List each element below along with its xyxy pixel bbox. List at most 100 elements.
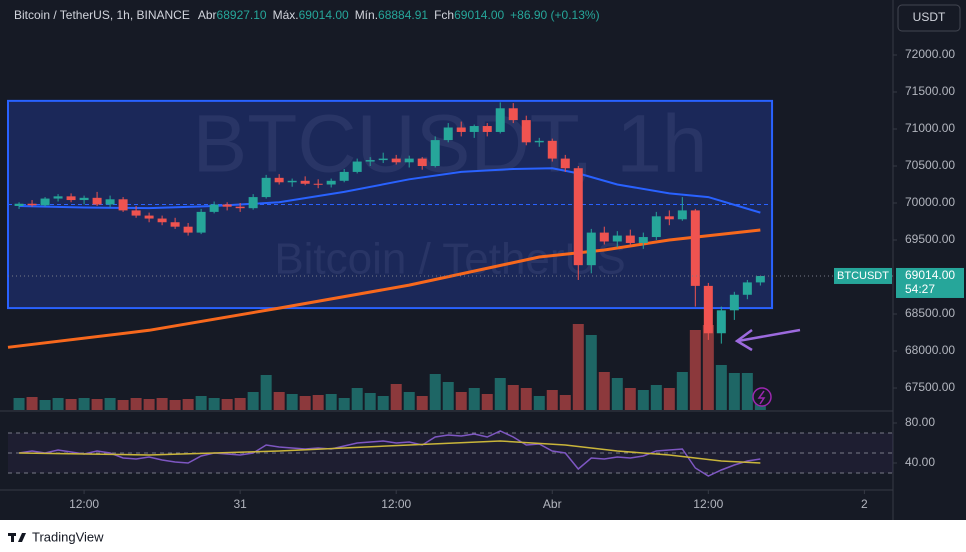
volume-bar	[533, 396, 545, 410]
y-tick-label: 69500.00	[905, 232, 955, 246]
volume-bar	[611, 378, 623, 410]
candle-body	[118, 199, 128, 211]
volume-bar	[78, 398, 90, 410]
y-tick-label: 71000.00	[905, 121, 955, 135]
volume-bar	[429, 374, 441, 410]
candle-body	[677, 210, 687, 220]
plot-layer: BTCUSDT, 1hBitcoin / TetherUS72000.00715…	[7, 47, 964, 511]
x-tick-label: 2	[861, 497, 868, 511]
candle-body	[729, 294, 739, 311]
brand-name: TradingView	[32, 529, 104, 544]
countdown: 54:27	[905, 282, 935, 296]
candle-body	[144, 215, 154, 219]
volume-bar	[728, 373, 740, 410]
volume-bar	[442, 382, 454, 410]
rsi-line	[18, 430, 761, 477]
volume-bar	[689, 330, 701, 410]
candle-body	[391, 158, 401, 163]
price-tag	[896, 267, 964, 298]
y-tick-label: 67500.00	[905, 380, 955, 394]
candle-body	[79, 197, 89, 201]
volume-bar	[299, 396, 311, 410]
volume-bar	[325, 394, 337, 410]
candle-body	[248, 197, 258, 209]
volume-bar	[52, 398, 64, 410]
legend-name: Máx.	[273, 8, 299, 22]
candle-body	[651, 216, 661, 238]
event-icon[interactable]	[752, 387, 772, 407]
y-tick-label: 71500.00	[905, 84, 955, 98]
legend-value: 68927.10	[217, 8, 267, 22]
symbol-tag-label: BTCUSDT	[837, 270, 889, 282]
volume-bar	[156, 398, 168, 410]
price-tag-label: 69014.00	[905, 268, 955, 282]
volume-bar	[455, 392, 467, 410]
legend-value: 69014.00	[454, 8, 504, 22]
volume-bar	[286, 394, 298, 410]
candle-body	[664, 216, 674, 220]
volume-bar	[104, 398, 116, 410]
volume-bar	[234, 398, 246, 410]
volume-bar	[481, 394, 493, 410]
candle-body	[508, 108, 518, 121]
candle-body	[274, 177, 284, 183]
event-bolt[interactable]	[757, 390, 766, 405]
logo-mark	[18, 533, 26, 542]
candle-body	[66, 196, 76, 201]
volume-bar	[572, 324, 584, 410]
candle-body	[690, 210, 700, 286]
candle-body	[131, 210, 141, 216]
candle-body	[40, 198, 50, 206]
moving-average	[19, 167, 761, 214]
arrow-annotation	[734, 328, 801, 352]
moving-average	[7, 228, 761, 349]
candle-body	[339, 171, 349, 181]
volume-bar	[598, 372, 610, 410]
volume-bar	[676, 372, 688, 410]
symbol-tag	[834, 267, 892, 284]
change: +86.90 (+0.13%)	[510, 8, 599, 22]
candle-body	[560, 158, 570, 169]
x-tick-label: 12:00	[381, 497, 411, 511]
candle-body	[222, 204, 232, 207]
candle-body	[300, 180, 310, 184]
candle-body	[456, 127, 466, 132]
volume-bar	[169, 400, 181, 410]
candle-body	[183, 226, 193, 233]
volume-bar	[741, 373, 753, 410]
candle-body	[547, 140, 557, 159]
y-tick-label: 80.00	[905, 415, 935, 429]
volume-bar	[39, 400, 51, 410]
volume-bar	[195, 396, 207, 410]
volume-bar	[65, 399, 77, 410]
volume-bar	[117, 400, 129, 410]
volume-bar	[273, 392, 285, 410]
candle-body	[209, 204, 219, 212]
candle-body	[170, 222, 180, 227]
candle-body	[573, 168, 583, 266]
currency-button[interactable]	[897, 4, 961, 32]
candle-body	[742, 282, 752, 295]
volume-bar	[91, 399, 103, 410]
volume-bar	[260, 375, 272, 410]
currency-button-label[interactable]: USDT	[913, 10, 946, 24]
y-tick-label: 70500.00	[905, 158, 955, 172]
volume-bar	[507, 385, 519, 410]
event-circle[interactable]	[752, 387, 772, 407]
candle-body	[599, 232, 609, 242]
y-tick-label: 68500.00	[905, 306, 955, 320]
volume-bar	[351, 388, 363, 410]
volume-bar	[377, 396, 389, 410]
volume-bar	[468, 388, 480, 410]
candle-body	[378, 158, 388, 161]
legend-name: Fch	[434, 8, 454, 22]
candle-body	[469, 126, 479, 132]
candle-body	[365, 160, 375, 162]
volume-bar	[715, 365, 727, 410]
candle-body	[755, 275, 765, 283]
volume-bar	[637, 390, 649, 410]
candle-body	[417, 158, 427, 166]
candle-body	[404, 158, 414, 163]
volume-bar	[364, 393, 376, 410]
volume-bar	[650, 385, 662, 410]
